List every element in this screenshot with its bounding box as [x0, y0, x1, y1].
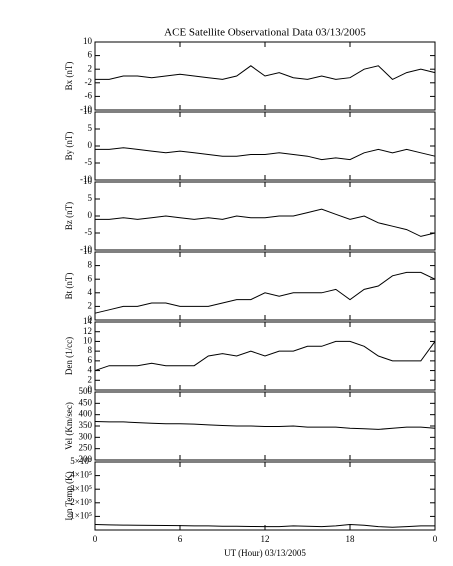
- y-tick-label: 5×10⁵: [70, 456, 92, 466]
- x-tick-label: 0: [93, 534, 98, 544]
- x-tick-label: 6: [178, 534, 183, 544]
- y-tick-label: 450: [79, 397, 93, 407]
- y-tick-label: -5: [85, 227, 93, 237]
- y-axis-label: Bt (nT): [64, 273, 74, 300]
- y-tick-label: 4: [88, 287, 93, 297]
- y-tick-label: 1×10⁵: [70, 510, 92, 520]
- y-tick-label: 350: [79, 420, 93, 430]
- y-tick-label: 4×10⁵: [70, 470, 92, 480]
- y-tick-label: 12: [83, 326, 92, 336]
- y-tick-label: 10: [83, 335, 93, 345]
- y-tick-label: -2: [85, 77, 93, 87]
- y-tick-label: -10: [80, 174, 92, 184]
- y-tick-label: 3×10⁵: [70, 483, 92, 493]
- y-tick-label: 10: [83, 246, 93, 256]
- y-tick-label: -5: [85, 157, 93, 167]
- y-axis-label: Ion Temp (K): [64, 471, 74, 520]
- x-tick-label: 18: [346, 534, 356, 544]
- y-tick-label: 6: [88, 273, 93, 283]
- y-axis-label: By (nT): [64, 132, 74, 161]
- y-tick-label: 500: [79, 386, 93, 396]
- y-tick-label: 200: [79, 454, 93, 464]
- y-tick-label: 6: [88, 50, 93, 60]
- y-tick-label: 5: [88, 193, 93, 203]
- y-tick-label: 2: [88, 374, 93, 384]
- data-line: [95, 208, 436, 237]
- y-tick-label: 2: [88, 300, 93, 310]
- y-tick-label: 8: [88, 260, 93, 270]
- y-tick-label: 5: [88, 123, 93, 133]
- y-axis-label: Bx (nT): [64, 62, 74, 91]
- panel-frame: [94, 251, 436, 321]
- y-axis-label: Bz (nT): [64, 202, 74, 230]
- y-tick-label: 0: [88, 384, 93, 394]
- data-line: [94, 271, 436, 314]
- y-tick-label: 10: [83, 176, 93, 186]
- y-tick-label: 400: [79, 409, 93, 419]
- y-tick-label: 300: [79, 431, 93, 441]
- y-tick-label: 14: [83, 316, 93, 326]
- data-line: [95, 65, 436, 81]
- panel-frame: [94, 111, 436, 181]
- x-tick-label: 0: [433, 534, 438, 544]
- y-axis-label: Den (1/cc): [64, 337, 74, 375]
- y-tick-label: -10: [80, 244, 92, 254]
- panel-frame: [94, 461, 436, 531]
- y-tick-label: 250: [79, 443, 93, 453]
- y-tick-label: -6: [85, 90, 93, 100]
- y-tick-label: 2: [88, 63, 93, 73]
- data-line: [94, 524, 435, 528]
- x-axis-label: UT (Hour) 03/13/2005: [224, 548, 306, 558]
- y-tick-label: -10: [80, 104, 92, 114]
- y-tick-label: 8: [88, 345, 93, 355]
- panel-frame: [94, 181, 436, 251]
- x-tick-label: 12: [261, 534, 270, 544]
- y-tick-label: 0: [88, 140, 93, 150]
- y-axis-label: Vel (Km/sec): [64, 402, 74, 450]
- data-line: [94, 420, 436, 430]
- y-tick-label: 0: [88, 314, 93, 324]
- y-tick-label: 10: [83, 106, 93, 116]
- y-tick-label: 4: [88, 365, 93, 375]
- chart-title: ACE Satellite Observational Data 03/13/2…: [164, 27, 366, 39]
- y-tick-label: 2×10⁵: [70, 497, 92, 507]
- data-line: [94, 340, 436, 372]
- y-tick-label: 0: [88, 210, 93, 220]
- y-tick-label: 6: [88, 355, 93, 365]
- y-tick-label: 10: [83, 36, 93, 46]
- data-line: [95, 147, 436, 161]
